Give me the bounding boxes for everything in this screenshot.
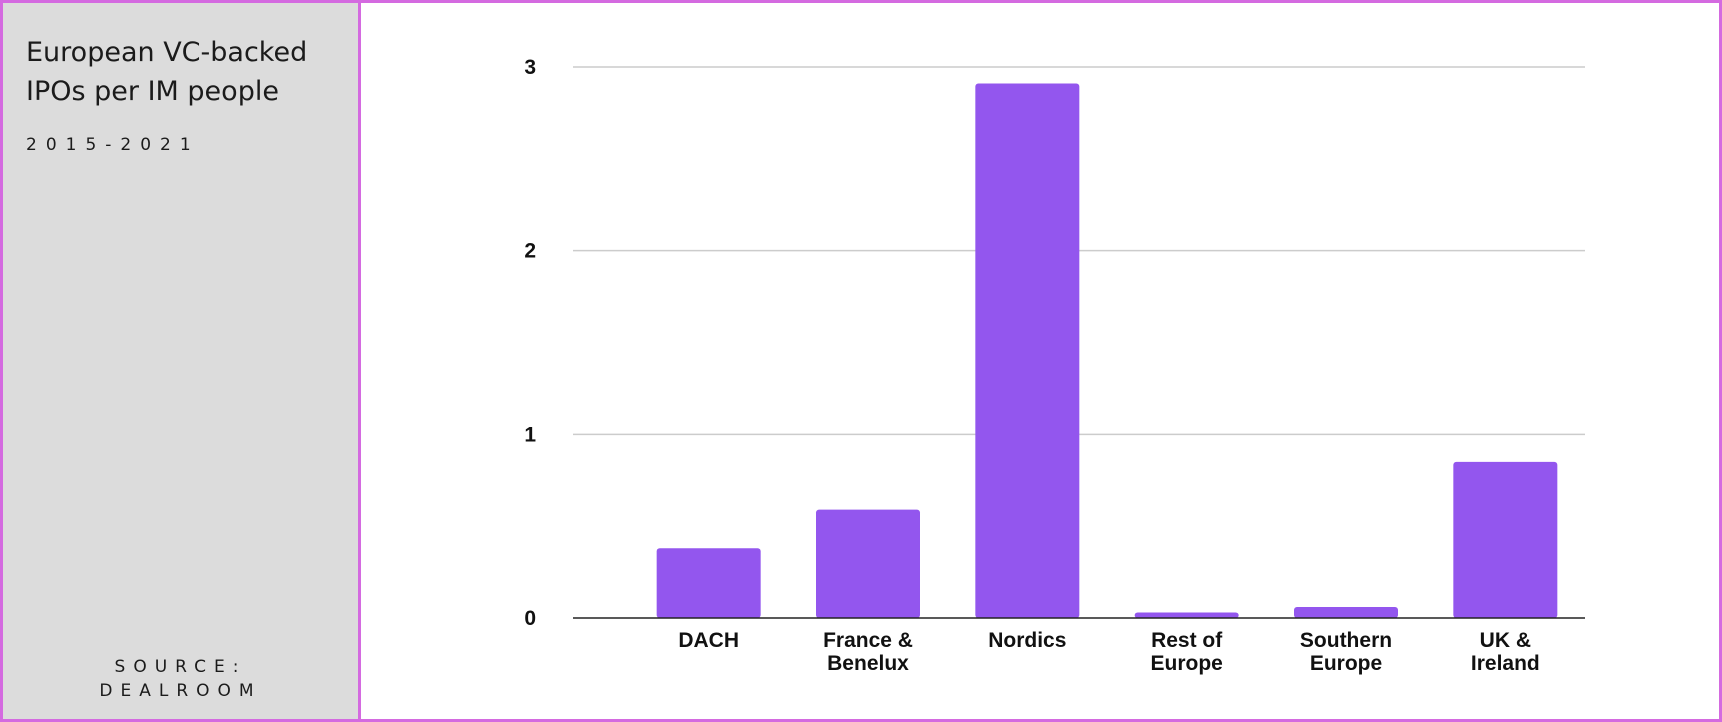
x-tick-label: Southern bbox=[1300, 629, 1392, 652]
bar bbox=[816, 509, 920, 618]
y-tick-label: 1 bbox=[524, 423, 536, 446]
y-tick-label: 0 bbox=[524, 607, 536, 630]
x-tick-label: Europe bbox=[1150, 652, 1222, 675]
title-panel: European VC-backed IPOs per IM people 20… bbox=[3, 3, 361, 719]
y-tick-label: 2 bbox=[524, 240, 536, 263]
bar bbox=[975, 83, 1080, 618]
x-tick-label: UK & bbox=[1480, 629, 1531, 652]
x-tick-label: Benelux bbox=[827, 652, 909, 675]
bar bbox=[1294, 606, 1398, 618]
bar bbox=[1453, 461, 1558, 618]
chart-subtitle: 2015-2021 bbox=[26, 135, 200, 155]
x-tick-label: DACH bbox=[678, 629, 739, 652]
bar bbox=[1134, 612, 1239, 618]
x-tick-label: France & bbox=[823, 629, 913, 652]
x-tick-label: Nordics bbox=[988, 629, 1066, 652]
bar bbox=[656, 548, 761, 618]
chart-title: European VC-backed IPOs per IM people bbox=[26, 37, 308, 107]
y-tick-label: 3 bbox=[524, 56, 536, 79]
x-tick-label: Ireland bbox=[1471, 652, 1540, 675]
source-note: SOURCE: DEALROOM bbox=[99, 657, 262, 701]
x-tick-label: Europe bbox=[1310, 652, 1382, 675]
x-tick-label: Rest of bbox=[1151, 629, 1223, 652]
